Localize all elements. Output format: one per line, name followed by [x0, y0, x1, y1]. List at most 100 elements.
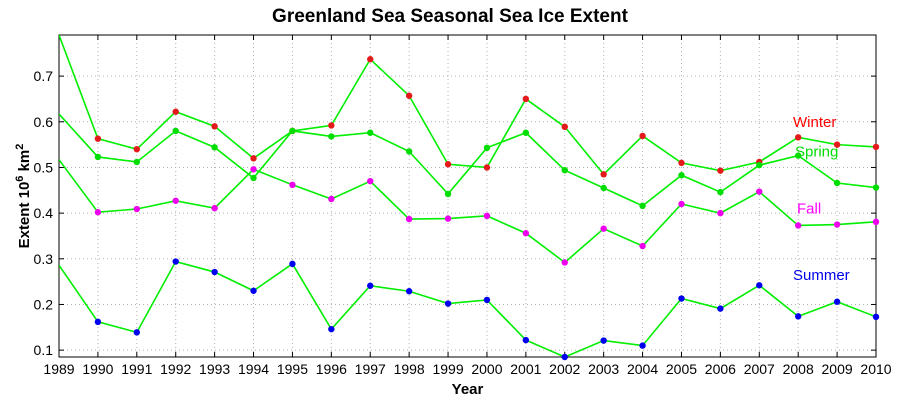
x-tick-label: 1992	[160, 361, 191, 377]
data-point-winter: Winter 2002: 0.589	[561, 123, 568, 131]
x-tick-label: 1991	[121, 361, 152, 377]
data-point-summer: Summer 1998: 0.229	[405, 288, 413, 295]
data-point-fall: Fall 2005: 0.42	[678, 200, 685, 208]
data-point-summer: Summer 2000: 0.21	[483, 296, 491, 304]
y-axis-label-exp2: 2	[14, 144, 26, 150]
data-point-winter: Winter 1998: 0.657	[405, 92, 413, 99]
data-point-winter: Winter 2005: 0.51	[678, 159, 685, 167]
plot-area	[59, 35, 876, 357]
series-lines	[59, 35, 876, 357]
data-point-summer: Summer 1999: 0.202	[444, 300, 452, 307]
data-point-spring: Spring 2001: 0.576	[522, 129, 530, 136]
data-point-winter: Winter 2009: 0.55	[833, 141, 841, 148]
x-tick-label: 1989	[43, 361, 74, 377]
data-point-summer: Summer 2005: 0.213	[678, 295, 685, 302]
x-tick-label: 1999	[432, 361, 463, 377]
data-point-spring: Spring 1992: 0.58	[172, 127, 179, 135]
x-tick-label: 1993	[199, 361, 230, 377]
data-point-spring: Spring 1998: 0.535	[405, 148, 413, 155]
data-point-summer: Summer 2003: 0.121	[600, 337, 607, 344]
data-point-winter: Winter 1996: 0.592	[328, 122, 335, 129]
data-point-fall: Fall 1992: 0.427	[172, 197, 179, 204]
y-tick-label: 0.4	[34, 205, 54, 221]
data-point-winter: Winter 1994: 0.52	[250, 155, 257, 162]
data-point-summer: Summer 2010: 0.173	[872, 313, 880, 321]
data-point-spring: Spring 1999: 0.442	[444, 190, 452, 198]
y-axis-label: Extent 106 km2	[14, 144, 33, 249]
data-point-summer: Summer 2002: 0.085	[561, 353, 568, 361]
x-tick-label: 2007	[744, 361, 775, 377]
legend-label-summer: Summer	[793, 267, 850, 284]
data-point-spring: Spring 1993: 0.544	[211, 144, 218, 151]
y-tick-label: 0.3	[34, 251, 54, 267]
data-point-fall: Fall 1991: 0.409	[133, 205, 141, 213]
data-point-winter: Winter 2008: 0.566	[794, 134, 802, 141]
data-point-fall: Fall 2004: 0.328	[639, 242, 646, 250]
data-point-spring: Spring 1990: 0.523	[94, 153, 102, 161]
series-legend: Winter Spring Fall Summer	[793, 114, 850, 284]
data-point-spring: Spring 1995: 0.58	[289, 127, 296, 135]
axis-labels: 0.1 0.2 0.3 0.4 0.5 0.6 0.7 1989 1990 1991 1992 199…	[34, 68, 892, 377]
data-point-summer: Summer 2006: 0.191	[717, 305, 724, 312]
y-axis-label-mid: km	[16, 150, 33, 176]
data-point-fall: Fall 1994: 0.496	[250, 166, 257, 173]
data-point-winter: Winter 1991: 0.54	[133, 145, 141, 153]
data-point-summer: Summer 1990: 0.162	[94, 318, 102, 326]
y-tick-label: 0.2	[34, 296, 54, 312]
x-tick-label: 1995	[277, 361, 308, 377]
data-point-spring: Spring 2007: 0.505	[756, 161, 763, 169]
data-point-summer: Summer 1996: 0.146	[328, 325, 335, 333]
data-point-summer: Summer 2007: 0.242	[756, 282, 763, 289]
series-markers: Winter 1990: 0.563 Winter 1991: 0.54 Winte…	[94, 56, 880, 361]
plot-frame	[58, 34, 877, 358]
data-point-winter: Winter 1990: 0.563	[94, 135, 102, 142]
x-tick-label: 1996	[316, 361, 347, 377]
data-point-winter: Winter 2004: 0.569	[639, 132, 646, 140]
data-point-fall: Fall 2007: 0.447	[756, 188, 763, 195]
data-point-winter: Winter 2003: 0.485	[600, 171, 607, 178]
data-point-summer: Summer 1991: 0.139	[133, 329, 141, 336]
data-point-summer: Summer 2008: 0.174	[794, 313, 802, 320]
y-axis-label-main: Extent 10	[16, 182, 33, 249]
data-point-fall: Fall 1993: 0.411	[211, 204, 218, 212]
data-point-winter: Winter 2000: 0.5	[483, 164, 491, 171]
data-point-summer: Summer 1992: 0.294	[172, 258, 179, 265]
y-axis-label-exp1: 6	[14, 176, 26, 182]
data-point-spring: Spring 2002: 0.494	[561, 166, 568, 174]
x-tick-label: 1990	[82, 361, 113, 377]
data-point-spring: Spring 1996: 0.568	[328, 133, 335, 140]
data-point-fall: Fall 1995: 0.462	[289, 181, 296, 189]
x-tick-label: 2010	[860, 361, 891, 377]
x-tick-label: 2008	[783, 361, 814, 377]
data-point-fall: Fall 2001: 0.356	[522, 230, 530, 237]
x-tick-label: 2005	[666, 361, 697, 377]
x-tick-label: 2001	[510, 361, 541, 377]
data-point-fall: Fall 2010: 0.381	[872, 218, 880, 226]
x-tick-label: 1994	[238, 361, 269, 377]
data-point-spring: Spring 2006: 0.446	[717, 188, 724, 196]
data-point-summer: Summer 1995: 0.289	[289, 260, 296, 268]
data-point-winter: Winter 2010: 0.545	[872, 143, 880, 151]
data-point-spring: Spring 1991: 0.512	[133, 158, 141, 166]
data-point-summer: Summer 1993: 0.271	[211, 268, 218, 276]
data-point-fall: Fall 2003: 0.366	[600, 225, 607, 232]
series-line-winter	[59, 35, 876, 176]
series-line-spring	[59, 113, 876, 207]
x-tick-label: 2003	[588, 361, 619, 377]
data-point-summer: Summer 2009: 0.206	[833, 298, 841, 305]
data-point-summer: Summer 1997: 0.241	[367, 282, 374, 289]
data-point-winter: Winter 2001: 0.65	[522, 95, 530, 103]
data-point-fall: Fall 1996: 0.431	[328, 195, 335, 203]
data-point-spring: Spring 2009: 0.466	[833, 179, 841, 187]
x-tick-label: 1997	[355, 361, 386, 377]
data-point-spring: Spring 2005: 0.483	[678, 172, 685, 179]
x-tick-label: 2009	[822, 361, 853, 377]
data-point-winter: Winter 2006: 0.493	[717, 167, 724, 174]
data-point-fall: Fall 2006: 0.4	[717, 209, 724, 217]
axis-ticks	[58, 35, 877, 357]
y-tick-label: 0.5	[34, 159, 54, 175]
series-line-fall	[59, 159, 876, 264]
data-point-winter: Winter 1993: 0.59	[211, 123, 218, 130]
data-point-spring: Spring 2008: 0.526	[794, 152, 802, 159]
y-tick-label: 0.1	[34, 342, 54, 358]
